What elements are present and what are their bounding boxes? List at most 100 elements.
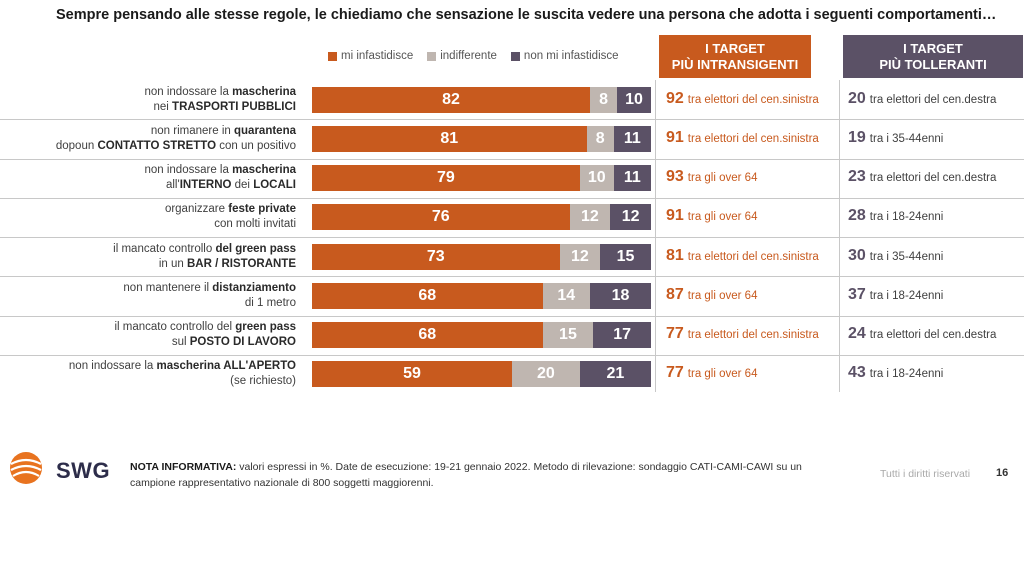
row-label-part: LOCALI [253, 179, 296, 191]
row-label-part: organizzare [164, 203, 229, 215]
bar-segment-infastidisce: 68 [312, 322, 543, 348]
target-intransigenti: 77 tra gli over 64 [666, 364, 757, 382]
bar-segment-non-infastidisce: 18 [590, 283, 651, 309]
legend-label-non-infastidisce: non mi infastidisce [523, 50, 619, 62]
legend-swatch-indifferente [427, 51, 437, 61]
target-tolleranti: 37 tra i 18-24enni [848, 286, 943, 304]
target-intransigenti-value: 93 [666, 168, 684, 185]
legend-item-non-infastidisce: non mi infastidisce [510, 50, 619, 62]
row-label: organizzare feste private con molti invit… [20, 202, 296, 232]
target-tolleranti: 19 tra i 35-44enni [848, 129, 943, 147]
bar-segment-indifferente: 8 [590, 87, 618, 113]
target-intransigenti: 87 tra gli over 64 [666, 286, 757, 304]
bar-segment-infastidisce: 76 [312, 204, 570, 230]
target-intransigenti-label: tra gli over 64 [687, 172, 758, 184]
row-label: non indossare la mascherina all'INTERNO d… [20, 163, 296, 193]
bar-segment-non-infastidisce: 10 [617, 87, 651, 113]
target-intransigenti-label: tra gli over 64 [687, 211, 758, 223]
row-label-part: green pass [235, 321, 296, 333]
bar-segment-non-infastidisce: 11 [613, 165, 651, 191]
target-tolleranti: 23 tra elettori del cen.destra [848, 168, 996, 186]
bar-segment-non-infastidisce: 17 [593, 322, 651, 348]
row-separator [0, 119, 1024, 120]
target-intransigenti: 77 tra elettori del cen.sinistra [666, 325, 819, 343]
target-intransigenti: 91 tra gli over 64 [666, 207, 757, 225]
legend-swatch-non-infastidisce [510, 51, 520, 61]
bar-segment-non-infastidisce: 21 [579, 361, 651, 387]
footer-rights: Tutti i diritti riservati [880, 468, 971, 480]
row-label-part: BAR / RISTORANTE [186, 258, 296, 270]
bar-segment-indifferente: 20 [512, 361, 580, 387]
row-label-part: mascherina [232, 164, 296, 176]
row-separator [0, 159, 1024, 160]
page-title: Sempre pensando alle stesse regole, le c… [56, 7, 997, 23]
row-label-part: non mantenere il [123, 282, 213, 294]
row-label-part: quarantena [234, 125, 296, 137]
row-label-part: (se richiesto) [230, 375, 296, 387]
chart-legend: mi infastidisce indifferente non mi infa… [328, 50, 633, 62]
target-tolleranti-value: 19 [848, 129, 866, 146]
target-intransigenti: 81 tra elettori del cen.sinistra [666, 247, 819, 265]
target-tolleranti-value: 20 [848, 90, 866, 107]
row-label-part: dei [231, 179, 254, 191]
target-intransigenti-value: 81 [666, 247, 684, 264]
row-separator [0, 316, 1024, 317]
row-label-part: distanziamento [212, 282, 296, 294]
row-label-part: nei [153, 101, 173, 113]
target-intransigenti: 93 tra gli over 64 [666, 168, 757, 186]
bar-segment-infastidisce: 79 [312, 165, 580, 191]
legend-label-indifferente: indifferente [440, 50, 497, 62]
row-label: il mancato controllo del green pass in un… [20, 242, 296, 272]
row-label-part: CONTATTO STRETTO [97, 140, 217, 152]
header-tolleranti-line1: I TARGET [903, 40, 963, 56]
bar-segment-indifferente: 12 [559, 244, 601, 270]
target-intransigenti-value: 92 [666, 90, 684, 107]
row-label-part: con molti invitati [214, 218, 296, 230]
target-intransigenti-value: 87 [666, 286, 684, 303]
row-label-part: del green pass [215, 243, 296, 255]
bar-segment-infastidisce: 73 [312, 244, 560, 270]
target-tolleranti: 24 tra elettori del cen.destra [848, 325, 996, 343]
target-tolleranti-label: tra i 35-44enni [869, 251, 944, 263]
bar-segment-infastidisce: 59 [312, 361, 512, 387]
target-tolleranti: 28 tra i 18-24enni [848, 207, 943, 225]
header-target-tolleranti: I TARGET PIÙ TOLLERANTI [843, 35, 1023, 78]
row-label: non mantenere il distanziamento di 1 metr… [20, 281, 296, 311]
target-intransigenti-label: tra elettori del cen.sinistra [687, 251, 819, 263]
bar-segment-infastidisce: 68 [312, 283, 543, 309]
row-separator [0, 355, 1024, 356]
row-label-part: sul [171, 336, 190, 348]
bar-segment-indifferente: 8 [586, 126, 614, 152]
target-tolleranti-value: 30 [848, 247, 866, 264]
target-tolleranti-label: tra elettori del cen.destra [869, 329, 997, 341]
target-intransigenti-value: 77 [666, 325, 684, 342]
target-tolleranti-label: tra elettori del cen.destra [869, 94, 997, 106]
row-label-part: all' [165, 179, 180, 191]
bar-segment-indifferente: 12 [569, 204, 611, 230]
header-tolleranti-line2: PIÙ TOLLERANTI [879, 56, 987, 72]
row-label-part: non indossare la [144, 86, 233, 98]
row-label-part: non indossare la [68, 360, 157, 372]
target-tolleranti: 30 tra i 35-44enni [848, 247, 943, 265]
row-label-part: dopo [55, 140, 82, 152]
row-separator [0, 276, 1024, 277]
target-tolleranti-value: 23 [848, 168, 866, 185]
row-label-part: TRASPORTI PUBBLICI [172, 101, 296, 113]
footer-note: NOTA INFORMATIVA: valori espressi in %. … [130, 459, 810, 491]
row-label-part: non rimanere in [150, 125, 234, 137]
column-divider [839, 80, 840, 392]
bar-segment-indifferente: 15 [542, 322, 594, 348]
header-target-intransigenti: I TARGET PIÙ INTRANSIGENTI [659, 35, 811, 78]
row-label-part: di 1 metro [244, 297, 296, 309]
bar-segment-indifferente: 14 [542, 283, 590, 309]
row-label: non indossare la mascherina ALL'APERTO (s… [20, 359, 296, 389]
row-label: non indossare la mascherina nei TRASPORTI… [20, 85, 296, 115]
target-intransigenti-label: tra elettori del cen.sinistra [687, 133, 819, 145]
legend-label-infastidisce: mi infastidisce [341, 50, 414, 62]
legend-item-infastidisce: mi infastidisce [328, 50, 413, 62]
row-label-part: mascherina ALL'APERTO [156, 360, 297, 372]
bar-segment-infastidisce: 82 [312, 87, 590, 113]
swg-logo-text: SWG [56, 458, 111, 483]
target-tolleranti-label: tra i 35-44enni [869, 133, 944, 145]
row-separator [0, 198, 1024, 199]
